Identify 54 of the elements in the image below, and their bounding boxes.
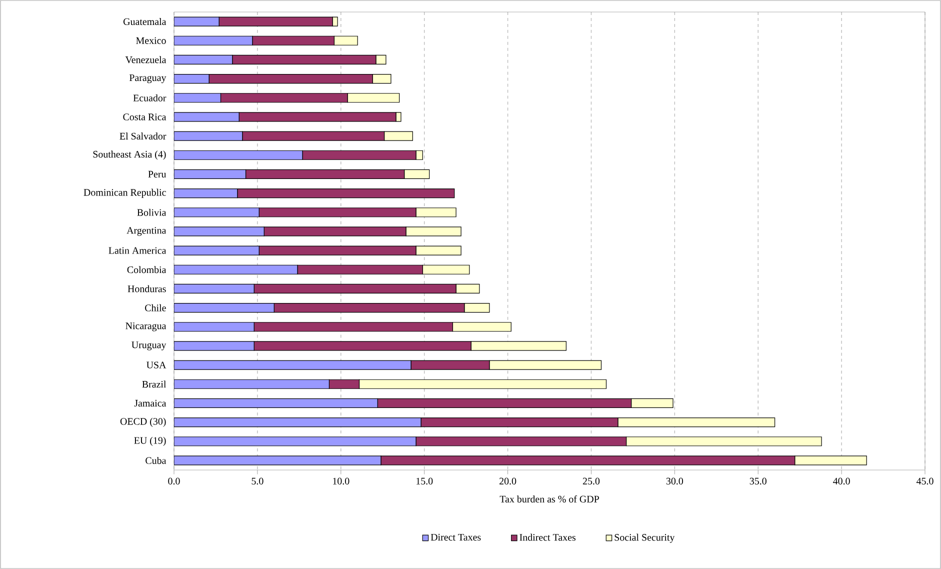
y-tick-label: Costa Rica [123,114,166,120]
y-tick-label: Latin America [108,247,166,254]
y-tick-label: USA [146,362,166,368]
y-tick-label: El Salvador [120,132,166,140]
bar [174,188,238,198]
bar [174,208,260,218]
bar [174,169,246,180]
y-tick-label: Jamaica [134,400,166,407]
x-tick-label: 40.0 [833,478,850,485]
bar [174,93,222,103]
y-tick-label: Brazil [142,380,166,388]
y-tick-label: Paraguay [129,74,166,84]
x-tick-label: 25.0 [582,478,600,485]
y-tick-label: Mexico [136,37,166,44]
bar [174,379,330,389]
bar [174,417,422,428]
bar [174,398,378,408]
x-tick-label: 0.0 [168,478,180,485]
y-tick-label: Southeast Asia (4) [93,150,166,160]
bar [174,264,298,274]
y-tick-label: Colombia [127,266,166,274]
y-tick-label: Guatemala [123,18,166,26]
bar [174,36,253,46]
x-tick-label: 30.0 [666,478,684,485]
x-tick-label: 5.0 [252,478,264,485]
bar [174,284,254,294]
x-tick-label: 20.0 [500,478,516,485]
y-tick-label: Venezuela [125,56,166,64]
x-axis-title: Tax burden as % of GDP [500,495,599,503]
y-tick-label: Argentina [126,227,166,236]
y-tick-label: OECD (30) [120,418,166,427]
x-tick-label: 35.0 [750,478,766,485]
y-tick-label: Nicaragua [126,322,166,332]
y-tick-label: Ecuador [133,94,166,102]
x-tick-label: 15.0 [416,478,433,485]
bar [174,322,254,332]
y-tick-label: EU (19) [134,436,166,446]
x-tick-label: 45.0 [916,478,934,485]
y-tick-label: Cuba [146,456,166,464]
bar [174,302,274,313]
y-tick-label: Bolivia [137,208,166,216]
y-tick-label: Dominican Republic [84,188,166,198]
x-tick-label: 10.0 [333,478,350,485]
y-tick-label: Honduras [128,285,166,292]
bar [174,74,210,84]
legend-label: Direct Taxes [430,534,481,541]
bar [174,54,233,65]
y-tick-label: Peru [148,170,166,178]
bar [174,436,416,446]
legend-label: Social Security [614,534,675,543]
bar [174,150,303,160]
y-tick-label: Uruguay [132,342,166,350]
y-tick-label: Chile [145,304,166,312]
legend-label: Indirect Taxes [520,534,576,541]
